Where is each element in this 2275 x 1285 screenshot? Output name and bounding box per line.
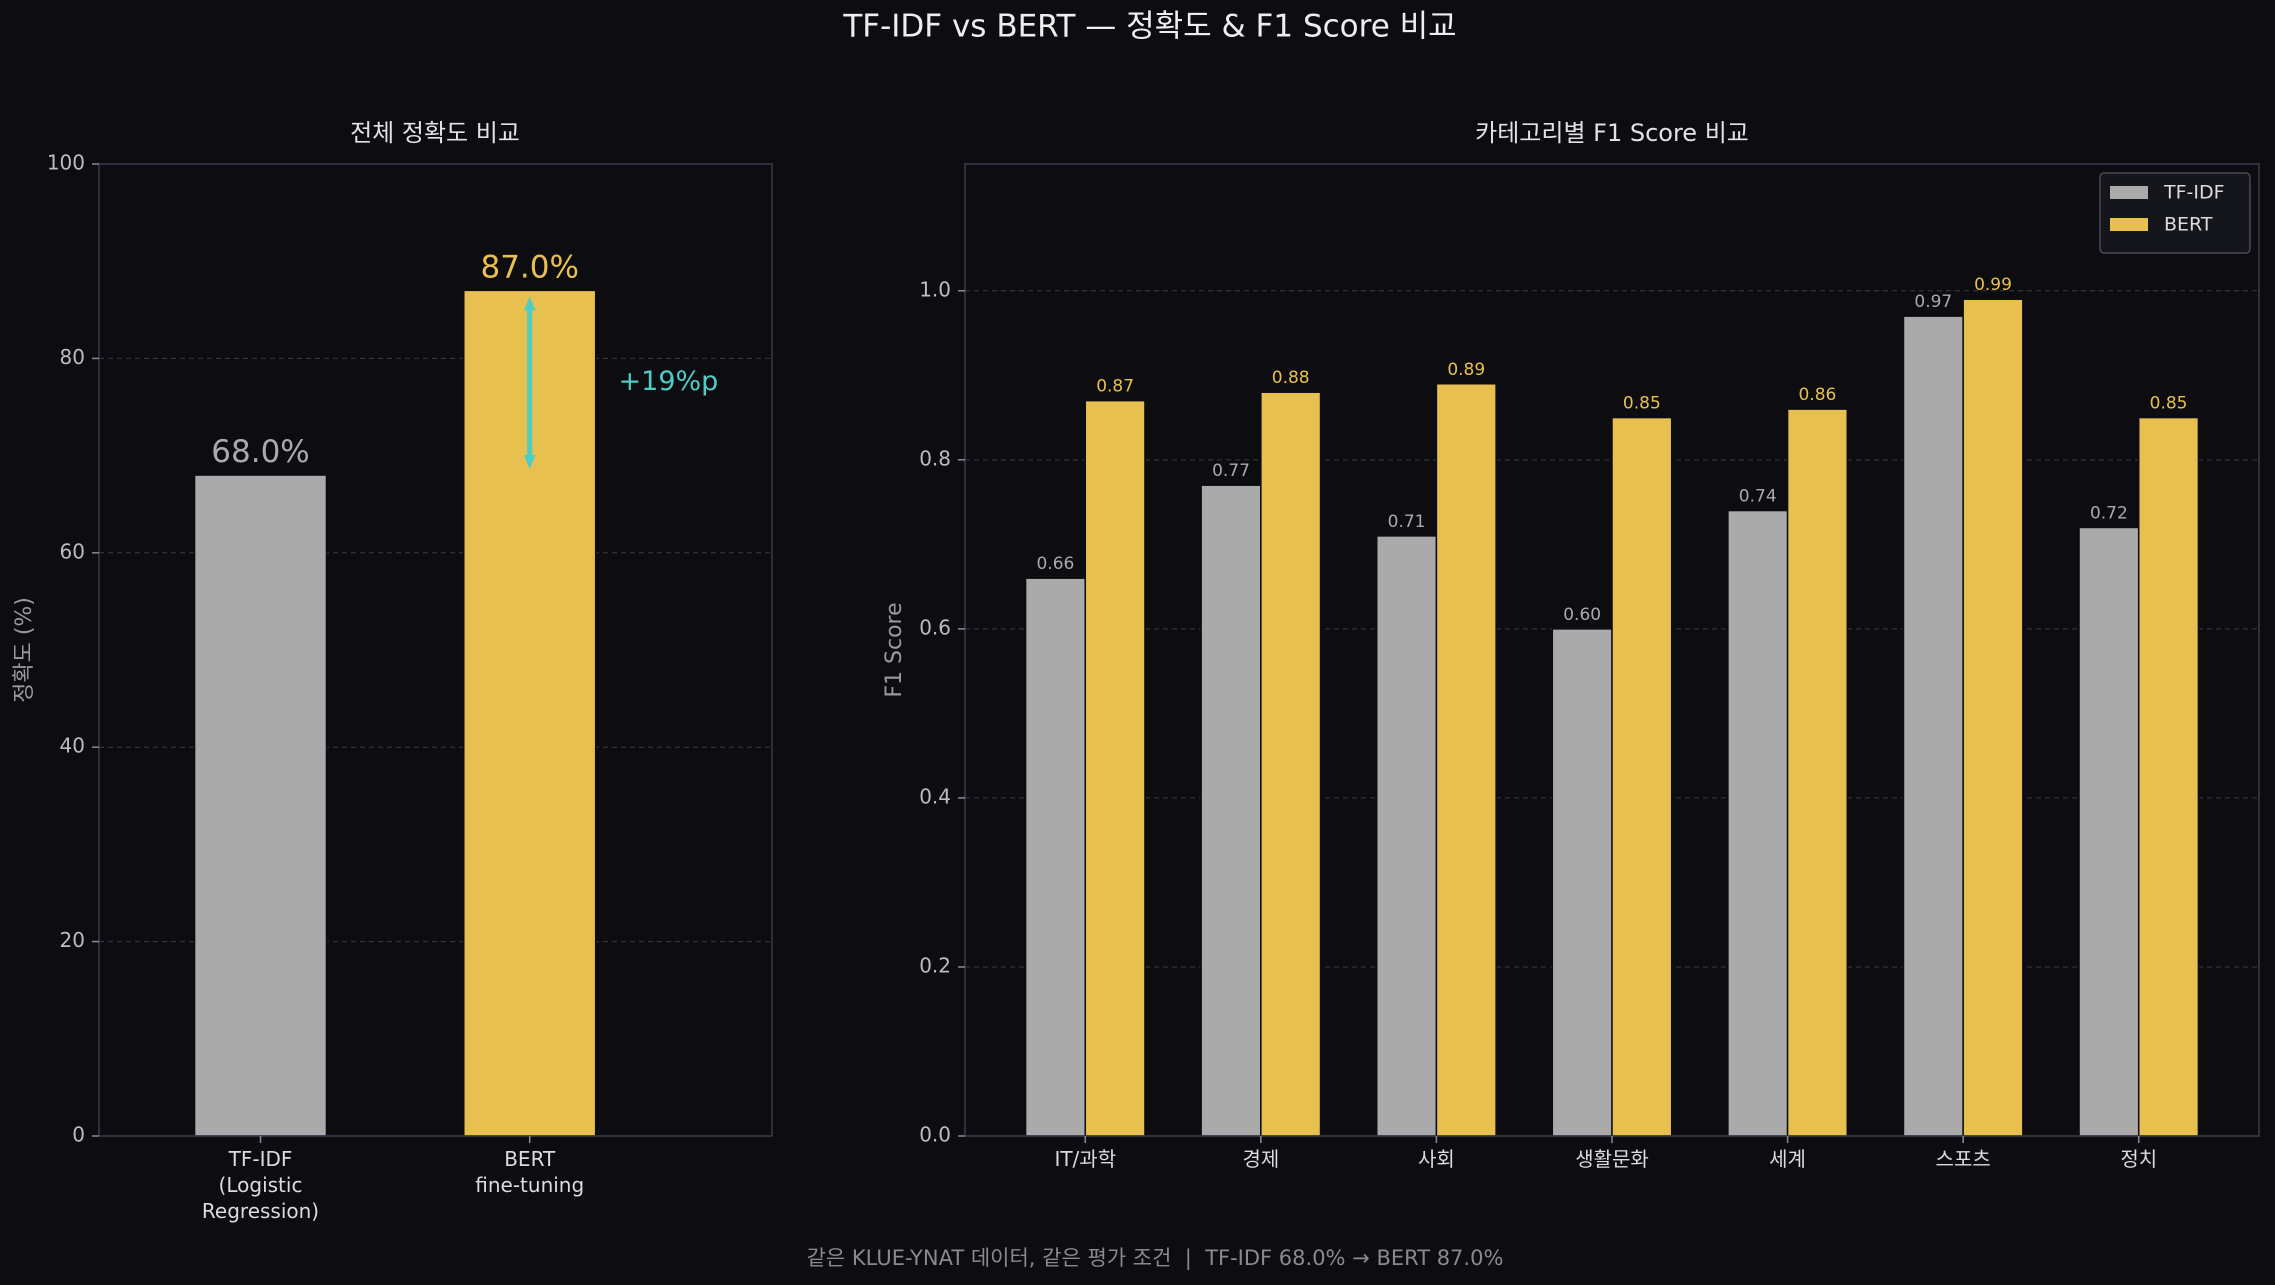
f1-bar-bert-6-value-label: 0.85 — [2150, 394, 2188, 414]
f1-bar-tf-idf-2 — [1375, 535, 1438, 1137]
f1-bar-tf-idf-6-value-label: 0.72 — [2090, 503, 2128, 523]
f1-bar-bert-3-value-label: 0.85 — [1623, 394, 1661, 414]
f1-legend: TF-IDF BERT — [2099, 172, 2251, 254]
accuracy-y-axis-label: 정확도 (%) — [12, 597, 37, 703]
f1-bar-tf-idf-6 — [2078, 526, 2140, 1137]
accuracy-axes-frame — [98, 163, 773, 1137]
f1-bar-bert-1-value-label: 0.88 — [1272, 368, 1310, 388]
f1-bar-bert-2 — [1435, 383, 1497, 1137]
f1-y-tick-label: 0.0 — [919, 1123, 951, 1147]
f1-bar-bert-5 — [1962, 298, 2024, 1137]
accuracy-y-tick-label: 60 — [60, 539, 85, 563]
f1-bar-tf-idf-4 — [1727, 509, 1789, 1137]
f1-x-axis — [1084, 1136, 2140, 1143]
accuracy-y-tick-label: 40 — [60, 734, 85, 758]
f1-bar-tf-idf-2-value-label: 0.71 — [1388, 512, 1426, 532]
f1-y-tick-label: 0.8 — [919, 446, 951, 470]
accuracy-bar-0 — [193, 474, 328, 1137]
f1-chart-title: 카테고리별 F1 Score 비교 — [1475, 119, 1749, 147]
f1-bars — [1024, 298, 2200, 1137]
f1-bar-bert-2-value-label: 0.89 — [1447, 360, 1485, 380]
accuracy-x-axis — [259, 1136, 531, 1143]
improvement-label: +19%p — [619, 366, 719, 397]
footer-note: 같은 KLUE-YNAT 데이터, 같은 평가 조건 | TF-IDF 68.0… — [807, 1246, 1504, 1271]
f1-bar-bert-3 — [1611, 416, 1673, 1137]
accuracy-chart-title: 전체 정확도 비교 — [350, 119, 520, 147]
legend-swatch-bert — [2110, 218, 2148, 231]
f1-bar-tf-idf-1 — [1200, 484, 1262, 1137]
f1-y-tick-label: 0.4 — [919, 784, 951, 808]
f1-y-tick-label: 0.6 — [919, 615, 951, 639]
f1-bar-tf-idf-0-value-label: 0.66 — [1036, 554, 1074, 574]
accuracy-y-tick-label: 20 — [60, 928, 85, 952]
f1-bar-tf-idf-3-value-label: 0.60 — [1563, 605, 1601, 625]
accuracy-y-tick-label: 0 — [72, 1123, 85, 1147]
f1-bar-tf-idf-5 — [1902, 315, 1964, 1137]
f1-bar-bert-6 — [2137, 416, 2200, 1137]
f1-bar-bert-5-value-label: 0.99 — [1974, 275, 2012, 295]
f1-chart: 카테고리별 F1 Score 비교 F1 Score 0.660.770.710… — [882, 119, 2260, 1147]
accuracy-value-labels: 68.0% 87.0% — [211, 249, 579, 470]
f1-bar-bert-0-value-label: 0.87 — [1096, 377, 1134, 397]
accuracy-bar-0-value-label: 68.0% — [211, 434, 309, 470]
accuracy-y-tick-label: 100 — [47, 151, 85, 175]
accuracy-bars — [193, 289, 597, 1137]
f1-bar-tf-idf-3 — [1551, 628, 1613, 1137]
accuracy-improvement-annotation: +19%p — [523, 296, 719, 470]
accuracy-bar-1-value-label: 87.0% — [480, 249, 578, 285]
figure-title: TF-IDF vs BERT — 정확도 & F1 Score 비교 — [842, 9, 1456, 45]
accuracy-y-tick-label: 80 — [60, 345, 85, 369]
accuracy-y-axis: 0 20 40 60 80 100 — [47, 151, 99, 1147]
f1-bar-bert-4-value-label: 0.86 — [1798, 385, 1836, 405]
f1-bar-bert-0 — [1084, 399, 1146, 1137]
f1-bar-tf-idf-0 — [1024, 577, 1087, 1137]
legend-label-tf-idf: TF-IDF — [2163, 182, 2225, 204]
f1-bar-tf-idf-5-value-label: 0.97 — [1914, 292, 1952, 312]
f1-bar-bert-1 — [1260, 391, 1322, 1137]
accuracy-chart: 전체 정확도 비교 정확도 (%) 68.0% 87.0% 0 20 40 60 80 100… — [12, 119, 773, 1147]
f1-y-tick-label: 0.2 — [919, 953, 951, 977]
f1-value-labels: 0.66 0.77 0.71 0.60 0.74 0.97 0.72 0.87 0.88 0.89… — [1036, 275, 2187, 625]
f1-bar-tf-idf-4-value-label: 0.74 — [1739, 487, 1777, 507]
f1-y-axis: 0.0 0.2 0.4 0.6 0.8 1.0 — [919, 277, 965, 1147]
f1-bar-tf-idf-1-value-label: 0.77 — [1212, 461, 1250, 481]
f1-y-tick-label: 1.0 — [919, 277, 951, 301]
legend-swatch-tf-idf — [2110, 186, 2148, 199]
legend-label-bert: BERT — [2164, 214, 2213, 236]
f1-bar-bert-4 — [1786, 408, 1849, 1137]
f1-y-axis-label: F1 Score — [882, 602, 907, 697]
